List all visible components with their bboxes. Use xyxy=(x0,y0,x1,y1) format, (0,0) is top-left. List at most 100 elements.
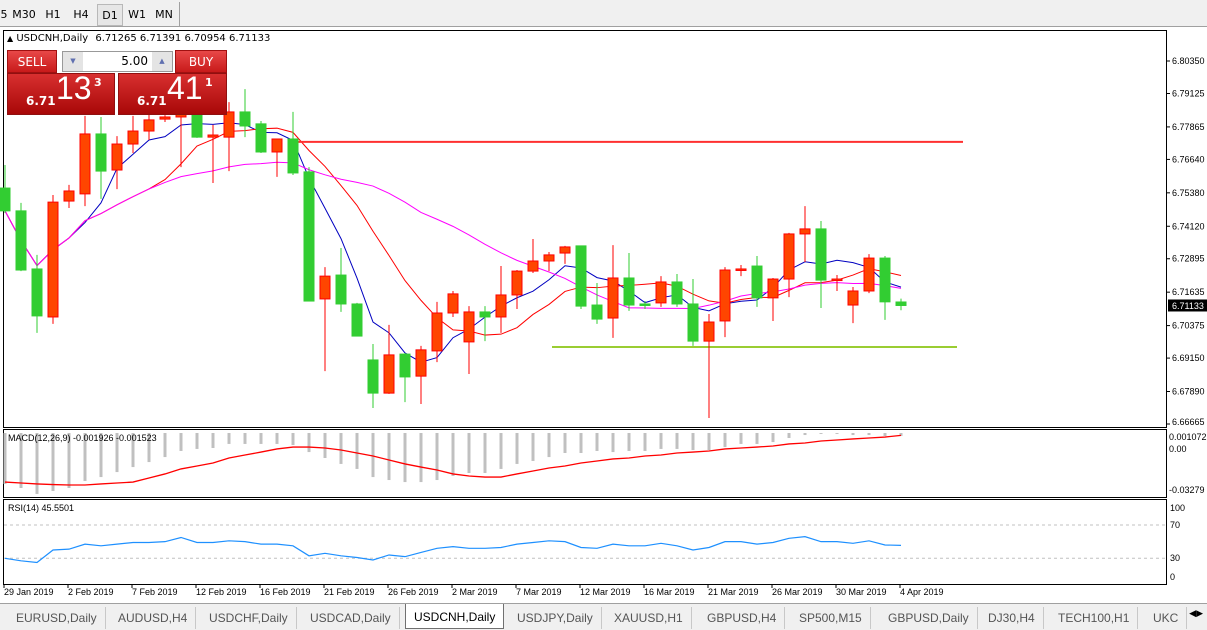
candle xyxy=(271,138,283,177)
macd-histogram-bar xyxy=(115,433,119,473)
candle xyxy=(799,206,811,263)
macd-histogram-bar xyxy=(515,433,519,464)
candle-body xyxy=(111,143,123,171)
candle-body xyxy=(575,245,587,307)
candle-body xyxy=(447,293,459,314)
candle-body xyxy=(63,190,75,202)
moving-average-21 xyxy=(4,161,902,310)
chart-header: ▲ USDCNH,Daily 6.71265 6.71391 6.70954 6… xyxy=(7,33,270,44)
candle-body xyxy=(335,274,347,305)
sell-button[interactable]: SELL xyxy=(7,50,57,73)
timeframe-M30[interactable]: M30 xyxy=(12,8,36,21)
candle-body xyxy=(47,201,59,318)
candle xyxy=(383,324,395,394)
lot-size-stepper[interactable]: ▼ 5.00 ▲ xyxy=(62,51,173,72)
timeframe-W1[interactable]: W1 xyxy=(128,8,146,21)
candle-body xyxy=(863,257,875,292)
tab-ukc[interactable]: UKC xyxy=(1145,607,1188,629)
candle-body xyxy=(735,268,747,271)
macd-histogram-bar xyxy=(339,433,343,464)
tab-eurusd-daily[interactable]: EURUSD,Daily xyxy=(8,607,106,629)
current-price-marker xyxy=(1168,299,1207,312)
candle-body xyxy=(255,123,267,153)
macd-histogram-bar xyxy=(643,433,647,451)
tab-usdcad-daily[interactable]: USDCAD,Daily xyxy=(302,607,400,629)
macd-axis-label: -0.03279 xyxy=(1169,485,1205,495)
candle-body xyxy=(431,312,443,352)
tab-scroll-arrows-icon[interactable]: ◀▶ xyxy=(1187,609,1203,619)
candle xyxy=(111,136,123,190)
candle xyxy=(479,306,491,342)
timeframe-MN[interactable]: MN xyxy=(155,8,173,21)
toolbar-separator xyxy=(179,2,180,26)
collapse-triangle-icon[interactable]: ▲ xyxy=(7,34,14,43)
rsi-axis-label: 100 xyxy=(1170,503,1185,513)
candle xyxy=(351,302,363,337)
macd-histogram-bar xyxy=(51,433,55,491)
macd-histogram-bar xyxy=(771,433,775,443)
chart-tabs: UKC TECH100,H1 DJ30,H4 GBPUSD,Daily SP500,M1… xyxy=(0,603,1207,630)
candle-body xyxy=(399,353,411,378)
decrease-lots-icon[interactable]: ▼ xyxy=(63,52,83,71)
date-label: 30 Mar 2019 xyxy=(836,587,887,597)
candle xyxy=(831,275,843,291)
macd-histogram-bar xyxy=(291,433,295,446)
timeframe-5[interactable]: 5 xyxy=(0,8,8,21)
chart-area[interactable]: 6.80350 6.79125 6.77865 6.76640 6.75380 6.741… xyxy=(0,27,1207,603)
macd-axis-label: 0.00 xyxy=(1169,444,1187,454)
candle-body xyxy=(831,278,843,282)
tab-audusd-h4[interactable]: AUDUSD,H4 xyxy=(110,607,197,629)
candle xyxy=(319,267,331,372)
candle xyxy=(687,279,699,346)
macd-histogram-bar xyxy=(803,433,807,436)
date-label: 7 Feb 2019 xyxy=(132,587,178,597)
candle-body xyxy=(655,281,667,304)
chart-ohlc: 6.71265 6.71391 6.70954 6.71133 xyxy=(95,33,271,44)
macd-histogram-bar xyxy=(419,433,423,483)
tab-gbpusd-h4[interactable]: GBPUSD,H4 xyxy=(699,607,786,629)
macd-histogram-bar xyxy=(195,433,199,449)
candle xyxy=(751,255,763,307)
macd-histogram-bar xyxy=(307,433,311,453)
timeframe-H4[interactable]: H4 xyxy=(73,8,89,21)
tab-dj30-h4[interactable]: DJ30,H4 xyxy=(980,607,1044,629)
lot-size-value[interactable]: 5.00 xyxy=(121,54,148,68)
tab-usdchf-daily[interactable]: USDCHF,Daily xyxy=(201,607,297,629)
tab-gbpusd-daily[interactable]: GBPUSD,Daily xyxy=(880,607,978,629)
candle xyxy=(463,306,475,374)
tab-usdcnh-daily[interactable]: USDCNH,Daily xyxy=(405,604,505,629)
price-tick-label: 6.70375 xyxy=(1172,321,1205,331)
increase-lots-icon[interactable]: ▲ xyxy=(152,52,172,71)
price-tick-label: 6.79125 xyxy=(1172,88,1205,98)
candle xyxy=(15,202,27,272)
macd-histogram-bar xyxy=(387,433,391,481)
sell-price-button[interactable]: 6.71 13 3 xyxy=(7,70,115,115)
candle-body xyxy=(703,321,715,342)
buy-button[interactable]: BUY xyxy=(175,50,227,73)
candle xyxy=(895,298,907,311)
tab-tech100-h1[interactable]: TECH100,H1 xyxy=(1050,607,1139,629)
candle-body xyxy=(191,114,203,138)
macd-histogram-bar xyxy=(611,433,615,453)
buy-price-button[interactable]: 6.71 41 1 xyxy=(118,70,227,115)
macd-histogram-bar xyxy=(531,433,535,461)
sell-price-fraction: 3 xyxy=(94,76,102,89)
chart-symbol: USDCNH,Daily xyxy=(16,33,89,44)
candle-body xyxy=(367,359,379,394)
candle xyxy=(783,232,795,298)
candle-body xyxy=(799,228,811,235)
candle xyxy=(815,220,827,308)
timeframe-H1[interactable]: H1 xyxy=(45,8,61,21)
timeframe-D1[interactable]: D1 xyxy=(97,4,123,26)
macd-histogram-bar xyxy=(627,433,631,451)
candle-body xyxy=(479,311,491,318)
candle-body xyxy=(543,254,555,262)
macd-histogram-bar xyxy=(563,433,567,453)
macd-histogram-bar xyxy=(259,433,263,444)
tab-xauusd-h1[interactable]: XAUUSD,H1 xyxy=(606,607,692,629)
rsi-axis-label: 30 xyxy=(1170,553,1180,563)
macd-histogram-bar xyxy=(547,433,551,458)
tab-sp500-m15[interactable]: SP500,M15 xyxy=(791,607,871,629)
tab-usdjpy-daily[interactable]: USDJPY,Daily xyxy=(509,607,602,629)
date-label: 4 Apr 2019 xyxy=(900,587,944,597)
